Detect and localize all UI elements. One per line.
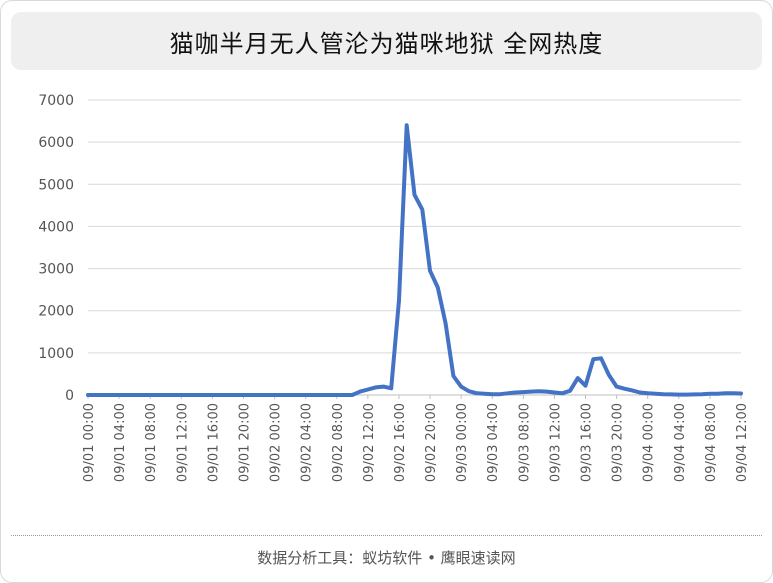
data-point [335,393,339,397]
x-tick-label: 09/02 20:00 [424,403,439,482]
data-point [591,357,595,361]
data-point [428,269,432,273]
data-point [444,321,448,325]
data-point [646,391,650,395]
data-point [685,393,689,397]
data-point [506,391,510,395]
x-tick-label: 09/03 00:00 [455,403,470,482]
x-tick-label: 09/04 04:00 [673,403,688,482]
x-tick-label: 09/02 12:00 [362,403,377,482]
data-point [210,393,214,397]
data-point [405,123,409,127]
data-point [381,385,385,389]
data-point [607,373,611,377]
data-point [521,390,525,394]
y-tick-label: 6000 [38,135,74,151]
y-tick-label: 3000 [38,262,74,278]
data-point [420,208,424,212]
data-point [669,392,673,396]
data-point [342,393,347,397]
data-point [700,392,704,396]
data-point [273,393,277,397]
data-point [148,393,152,397]
chart-title: 猫咖半月无人管沦为猫咪地狱 全网热度 [169,29,604,58]
data-point [653,392,658,396]
data-point [498,392,502,396]
x-tick-label: 09/01 04:00 [113,403,128,482]
data-point [568,389,572,393]
x-tick-label: 09/01 00:00 [82,403,97,482]
x-tick-label: 09/03 12:00 [548,403,563,482]
data-point [397,298,401,302]
data-point [537,389,541,393]
data-point [475,391,479,395]
data-point [304,393,308,397]
data-point [677,393,681,397]
x-tick-label: 09/02 08:00 [331,403,346,482]
x-tick-label: 09/01 16:00 [206,403,221,482]
x-tick-label: 09/01 08:00 [144,403,159,482]
series-line [86,123,743,397]
y-tick-label: 1000 [38,346,74,362]
x-tick-label: 09/03 04:00 [486,403,501,482]
data-point [615,385,619,389]
data-point [708,392,712,396]
footer-credit: 数据分析工具：蚁坊软件 • 鹰眼速读网 [257,549,516,567]
data-point [490,392,494,396]
x-tick-label: 09/04 08:00 [704,403,719,482]
data-point [583,384,588,388]
y-tick-label: 0 [65,388,74,404]
y-tick-label: 4000 [38,219,74,235]
data-point [739,391,743,396]
data-point [350,393,354,397]
x-tick-label: 09/04 00:00 [642,403,657,482]
data-point [661,392,665,396]
data-point [436,285,440,290]
data-point [716,392,720,396]
data-point [560,391,564,395]
data-point [412,193,417,197]
data-point [529,390,533,394]
data-point [622,387,627,391]
y-tick-label: 7000 [38,93,74,109]
data-point [451,374,455,378]
data-point [459,385,463,389]
data-point [389,386,393,390]
data-point [86,393,90,397]
data-point [358,390,362,394]
data-point [731,391,735,395]
data-point [545,390,549,394]
x-tick-label: 09/02 00:00 [269,403,284,482]
data-point [467,389,471,393]
data-point [179,393,183,397]
data-point [374,385,378,389]
data-point [630,388,634,392]
data-point [514,390,518,395]
y-tick-label: 2000 [38,304,74,320]
data-point [638,390,642,395]
x-tick-label: 09/03 16:00 [580,403,595,482]
x-tick-label: 09/03 20:00 [611,403,626,482]
data-point [241,393,246,397]
data-point [482,392,487,396]
data-point [576,376,580,380]
x-tick-label: 09/04 12:00 [735,403,750,482]
y-tick-label: 5000 [38,177,74,193]
data-point [723,391,728,395]
footer-divider [11,535,762,536]
data-point [366,387,370,392]
data-point [552,390,557,395]
x-tick-label: 09/02 04:00 [300,403,315,482]
x-tick-label: 09/01 20:00 [237,403,252,482]
x-tick-label: 09/01 12:00 [175,403,190,482]
data-point [692,392,697,396]
title-bar: 猫咖半月无人管沦为猫咪地狱 全网热度 [11,12,762,70]
data-point [117,393,121,397]
data-point [599,356,603,360]
x-tick-label: 09/02 16:00 [393,403,408,482]
x-tick-label: 09/03 08:00 [517,403,532,482]
